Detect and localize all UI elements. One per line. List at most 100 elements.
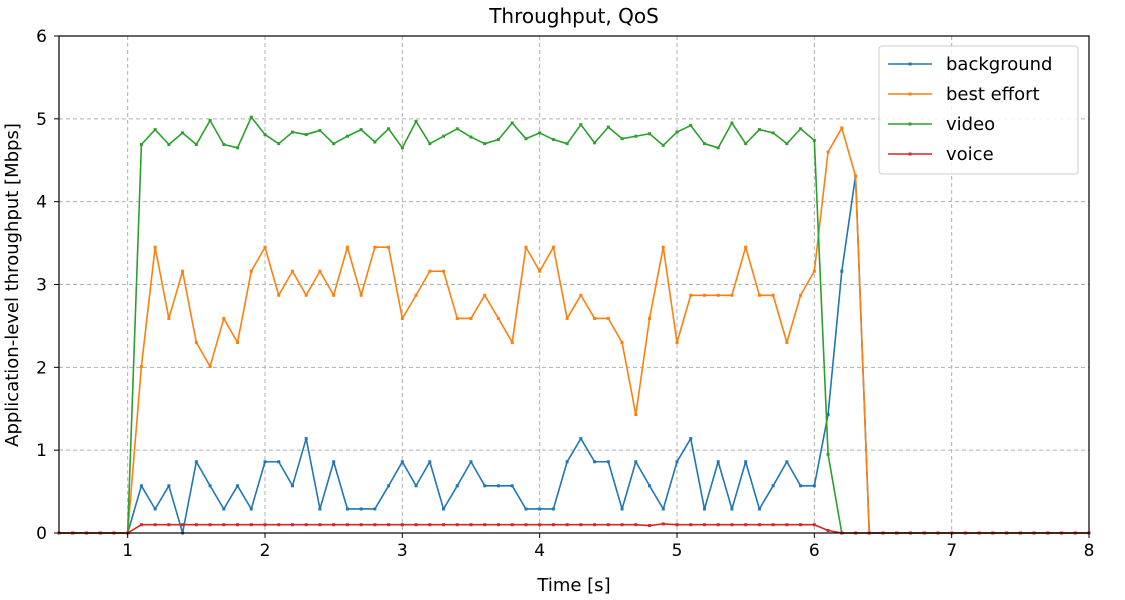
data-point-background <box>318 507 322 511</box>
data-point-background <box>840 269 844 273</box>
data-point-video <box>730 121 734 125</box>
data-point-video <box>689 123 693 127</box>
data-point-background <box>290 484 294 488</box>
data-point-background <box>579 437 583 441</box>
data-point-best-effort <box>483 293 487 297</box>
data-point-video <box>757 128 761 132</box>
data-point-best-effort <box>675 340 679 344</box>
x-axis-label: Time [s] <box>536 575 610 596</box>
data-point-background <box>551 507 555 511</box>
data-point-video <box>277 142 281 146</box>
data-point-best-effort <box>634 413 638 417</box>
data-point-background <box>373 507 377 511</box>
data-point-voice <box>826 529 830 533</box>
data-point-best-effort <box>606 316 610 320</box>
data-point-voice <box>263 523 267 527</box>
data-point-best-effort <box>222 316 226 320</box>
data-point-background <box>744 460 748 464</box>
data-point-background <box>510 484 514 488</box>
data-point-voice <box>799 523 803 527</box>
data-point-background <box>812 484 816 488</box>
data-point-best-effort <box>181 269 185 273</box>
legend-label-voice: voice <box>946 144 994 165</box>
data-point-voice <box>744 523 748 527</box>
data-point-best-effort <box>167 316 171 320</box>
data-point-video <box>702 142 706 146</box>
x-tick-label: 2 <box>260 541 271 561</box>
data-point-background <box>139 484 143 488</box>
y-tick-label: 3 <box>36 276 47 296</box>
data-point-video <box>744 142 748 146</box>
data-point-best-effort <box>236 340 240 344</box>
data-point-video <box>139 143 143 147</box>
data-point-video <box>565 142 569 146</box>
x-tick-label: 4 <box>534 541 545 561</box>
data-point-background <box>332 460 336 464</box>
data-point-best-effort <box>524 245 528 249</box>
data-point-best-effort <box>538 269 542 273</box>
data-point-best-effort <box>593 316 597 320</box>
data-point-video <box>716 146 720 150</box>
data-point-video <box>208 118 212 122</box>
data-point-background <box>455 484 459 488</box>
data-point-voice <box>538 523 542 527</box>
data-point-best-effort <box>414 293 418 297</box>
legend-label-best-effort: best effort <box>946 84 1040 105</box>
x-tick-label: 1 <box>122 541 133 561</box>
data-point-voice <box>469 523 473 527</box>
data-point-background <box>345 507 349 511</box>
data-point-best-effort <box>551 245 555 249</box>
data-point-voice <box>579 523 583 527</box>
data-point-voice <box>167 523 171 527</box>
data-point-voice <box>290 523 294 527</box>
legend-marker-best-effort <box>908 92 912 96</box>
y-tick-label: 0 <box>36 524 47 544</box>
legend-marker-background <box>908 62 912 66</box>
data-point-background <box>716 460 720 464</box>
data-point-video <box>249 115 253 119</box>
data-point-background <box>359 507 363 511</box>
data-point-best-effort <box>359 293 363 297</box>
data-point-video <box>661 143 665 147</box>
data-point-background <box>277 460 281 464</box>
legend-item-background: background <box>888 54 1052 75</box>
data-point-video <box>455 127 459 131</box>
data-point-voice <box>716 523 720 527</box>
data-point-background <box>469 460 473 464</box>
data-point-background <box>702 507 706 511</box>
y-tick-label: 6 <box>36 27 47 47</box>
data-point-background <box>208 484 212 488</box>
data-point-video <box>194 143 198 147</box>
data-point-video <box>538 131 542 135</box>
data-point-background <box>304 437 308 441</box>
data-point-video <box>332 142 336 146</box>
data-point-voice <box>414 523 418 527</box>
data-point-best-effort <box>620 340 624 344</box>
data-point-best-effort <box>263 245 267 249</box>
data-point-background <box>826 413 830 417</box>
data-point-best-effort <box>455 316 459 320</box>
data-point-video <box>785 142 789 146</box>
data-point-best-effort <box>304 293 308 297</box>
data-point-voice <box>483 523 487 527</box>
data-point-video <box>510 121 514 125</box>
data-point-background <box>538 507 542 511</box>
data-point-best-effort <box>579 293 583 297</box>
data-point-best-effort <box>345 245 349 249</box>
legend-item-video: video <box>888 114 995 135</box>
y-tick-label: 5 <box>36 110 47 130</box>
data-point-video <box>771 131 775 135</box>
data-point-best-effort <box>730 293 734 297</box>
x-tick-label: 5 <box>672 541 683 561</box>
data-point-video <box>524 137 528 141</box>
data-point-best-effort <box>565 316 569 320</box>
data-point-video <box>263 133 267 137</box>
legend-label-background: background <box>946 54 1052 75</box>
data-point-background <box>442 507 446 511</box>
data-point-background <box>648 484 652 488</box>
data-point-voice <box>442 523 446 527</box>
data-point-voice <box>208 523 212 527</box>
data-point-video <box>634 134 638 138</box>
data-point-voice <box>648 524 652 528</box>
data-point-voice <box>757 523 761 527</box>
